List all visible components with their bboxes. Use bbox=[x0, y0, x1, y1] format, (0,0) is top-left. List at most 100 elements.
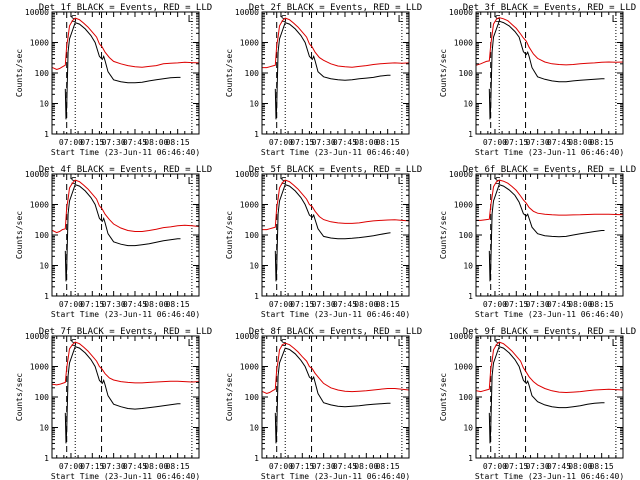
x-tick-label: 08:00 bbox=[354, 300, 378, 309]
y-tick-label: 10 bbox=[39, 262, 49, 271]
marker-label-l: L bbox=[611, 338, 617, 349]
y-tick-label: 10000 bbox=[449, 8, 473, 17]
marker-label-l: L bbox=[187, 14, 193, 25]
plot-frame bbox=[51, 173, 200, 297]
series-events-black bbox=[488, 183, 605, 282]
marker-label-l: L bbox=[611, 14, 617, 25]
x-tick-label: 07:30 bbox=[526, 300, 550, 309]
panel-7: S L11010010001000007:0007:1507:3007:4508:… bbox=[15, 327, 212, 480]
y-tick-label: 1000 bbox=[454, 39, 473, 48]
y-tick-label: 1000 bbox=[30, 39, 49, 48]
panel-title: Det_7f BLACK = Events, RED = LLD bbox=[39, 327, 212, 337]
x-tick-label: 07:45 bbox=[547, 138, 571, 147]
panel-title: Det_1f BLACK = Events, RED = LLD bbox=[39, 3, 212, 13]
x-tick-label: 07:45 bbox=[333, 138, 357, 147]
panel-2: S L11010010001000007:0007:1507:3007:4508:… bbox=[225, 3, 422, 157]
x-tick-label: 07:15 bbox=[504, 138, 528, 147]
y-tick-label: 100 bbox=[35, 393, 50, 402]
x-tick-label: 08:00 bbox=[568, 300, 592, 309]
y-axis-label: Counts/sec bbox=[15, 49, 24, 97]
panel-title: Det_9f BLACK = Events, RED = LLD bbox=[463, 327, 636, 337]
x-tick-label: 08:00 bbox=[354, 138, 378, 147]
series-events-black bbox=[488, 345, 605, 444]
marker-label-l: L bbox=[611, 176, 617, 187]
y-tick-label: 1 bbox=[254, 454, 259, 463]
series-events-black bbox=[274, 21, 391, 120]
y-tick-label: 1000 bbox=[30, 363, 49, 372]
series-lld-red bbox=[52, 17, 200, 71]
y-tick-label: 100 bbox=[35, 231, 50, 240]
y-axis-label: Counts/sec bbox=[15, 373, 24, 421]
x-tick-label: 07:00 bbox=[59, 462, 83, 471]
x-tick-label: 07:00 bbox=[483, 300, 507, 309]
x-tick-label: 07:45 bbox=[547, 462, 571, 471]
x-axis-label: Start Time (23-Jun-11 06:46:40) bbox=[261, 472, 410, 480]
y-tick-label: 10000 bbox=[449, 170, 473, 179]
x-tick-label: 07:15 bbox=[504, 462, 528, 471]
x-tick-label: 08:15 bbox=[166, 138, 190, 147]
panel-8: S L11010010001000007:0007:1507:3007:4508:… bbox=[225, 327, 422, 480]
y-tick-label: 100 bbox=[35, 69, 50, 78]
x-tick-label: 08:00 bbox=[354, 462, 378, 471]
y-tick-label: 1000 bbox=[240, 201, 259, 210]
series-lld-red bbox=[262, 179, 410, 231]
y-axis-label: Counts/sec bbox=[15, 211, 24, 259]
series-events-black bbox=[64, 345, 181, 444]
y-tick-label: 1 bbox=[254, 130, 259, 139]
x-axis-label: Start Time (23-Jun-11 06:46:40) bbox=[475, 472, 624, 480]
x-tick-label: 08:00 bbox=[144, 138, 168, 147]
panel-3: S L11010010001000007:0007:1507:3007:4508:… bbox=[439, 3, 636, 157]
marker-label-l: L bbox=[397, 14, 403, 25]
y-tick-label: 10 bbox=[39, 424, 49, 433]
y-tick-label: 10000 bbox=[235, 332, 259, 341]
y-tick-label: 100 bbox=[459, 393, 474, 402]
plot-frame bbox=[51, 11, 200, 135]
panel-1: S L11010010001000007:0007:1507:3007:4508:… bbox=[15, 3, 212, 157]
y-tick-label: 1000 bbox=[240, 363, 259, 372]
y-axis-label: Counts/sec bbox=[225, 211, 234, 259]
y-axis-label: Counts/sec bbox=[225, 49, 234, 97]
x-axis-label: Start Time (23-Jun-11 06:46:40) bbox=[261, 148, 410, 157]
panel-title: Det_3f BLACK = Events, RED = LLD bbox=[463, 3, 636, 13]
x-tick-label: 07:45 bbox=[333, 462, 357, 471]
x-axis-label: Start Time (23-Jun-11 06:46:40) bbox=[51, 148, 200, 157]
y-tick-label: 10000 bbox=[235, 8, 259, 17]
x-axis-label: Start Time (23-Jun-11 06:46:40) bbox=[51, 472, 200, 480]
x-tick-label: 08:15 bbox=[590, 300, 614, 309]
x-tick-label: 07:00 bbox=[483, 462, 507, 471]
marker-label-s: S bbox=[495, 14, 501, 25]
x-axis-label: Start Time (23-Jun-11 06:46:40) bbox=[475, 148, 624, 157]
y-tick-label: 100 bbox=[459, 231, 474, 240]
series-lld-red bbox=[262, 17, 410, 69]
x-axis-label: Start Time (23-Jun-11 06:46:40) bbox=[475, 310, 624, 319]
series-events-black bbox=[64, 21, 181, 120]
panel-4: S L11010010001000007:0007:1507:3007:4508:… bbox=[15, 165, 212, 319]
x-tick-label: 08:15 bbox=[166, 462, 190, 471]
x-tick-label: 07:00 bbox=[483, 138, 507, 147]
x-tick-label: 07:15 bbox=[290, 300, 314, 309]
panel-6: S L11010010001000007:0007:1507:3007:4508:… bbox=[439, 165, 636, 319]
y-tick-label: 10 bbox=[249, 262, 259, 271]
series-lld-red bbox=[476, 17, 624, 66]
series-events-black bbox=[274, 347, 391, 444]
series-events-black bbox=[488, 20, 605, 120]
x-axis-label: Start Time (23-Jun-11 06:46:40) bbox=[51, 310, 200, 319]
y-tick-label: 10 bbox=[249, 424, 259, 433]
marker-label-l: L bbox=[397, 176, 403, 187]
marker-label-l: L bbox=[397, 338, 403, 349]
x-axis-label: Start Time (23-Jun-11 06:46:40) bbox=[261, 310, 410, 319]
x-tick-label: 07:45 bbox=[123, 300, 147, 309]
y-axis-label: Counts/sec bbox=[439, 49, 448, 97]
series-lld-red bbox=[476, 341, 624, 394]
series-lld-red bbox=[52, 341, 200, 386]
y-tick-label: 10000 bbox=[25, 332, 49, 341]
panel-title: Det_5f BLACK = Events, RED = LLD bbox=[249, 165, 422, 175]
x-tick-label: 07:00 bbox=[269, 138, 293, 147]
x-tick-label: 07:30 bbox=[102, 462, 126, 471]
x-tick-label: 08:15 bbox=[590, 138, 614, 147]
x-tick-label: 07:15 bbox=[80, 300, 104, 309]
panel-5: S L11010010001000007:0007:1507:3007:4508:… bbox=[225, 165, 422, 319]
x-tick-label: 08:00 bbox=[568, 462, 592, 471]
x-tick-label: 07:00 bbox=[269, 462, 293, 471]
x-tick-label: 07:45 bbox=[123, 138, 147, 147]
